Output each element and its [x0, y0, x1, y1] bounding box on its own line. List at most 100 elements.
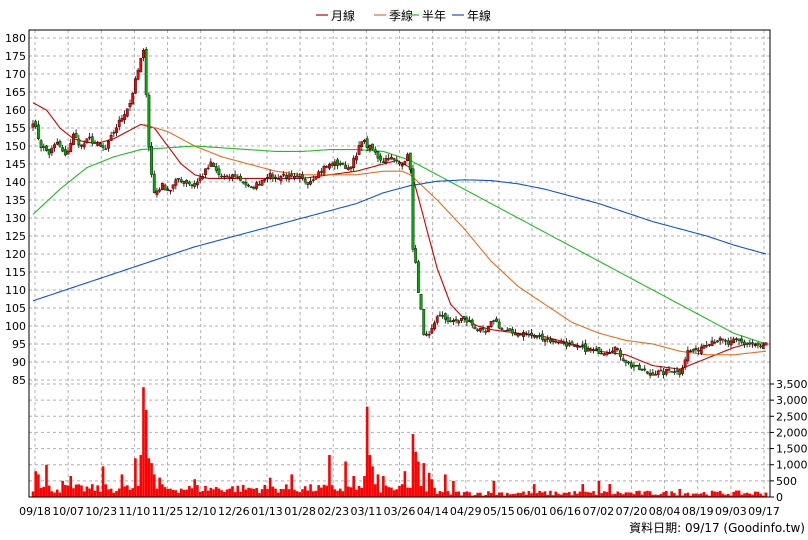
volume-bar [58, 492, 62, 497]
volume-bar [559, 494, 563, 497]
candle-body [222, 175, 226, 178]
candle [166, 186, 170, 192]
candle [608, 348, 612, 355]
candle-body [675, 370, 679, 372]
volume-bar [290, 474, 294, 497]
candle-body [651, 372, 655, 376]
volume-bar [732, 491, 735, 497]
price-tick-label: 130 [5, 212, 26, 225]
candle-body [610, 350, 614, 353]
volume-bar [643, 491, 647, 497]
volume-bar [751, 494, 754, 497]
candle-body [201, 176, 205, 179]
candle-body [441, 315, 445, 317]
candle-body [268, 172, 272, 178]
volume-bar [616, 491, 620, 497]
candle-body [621, 358, 625, 361]
moving-average-line [143, 123, 767, 356]
candle-body [632, 364, 636, 368]
candle-body [697, 349, 701, 352]
candle-body [287, 174, 291, 180]
volume-bar [360, 487, 364, 497]
candle [683, 356, 687, 370]
volume-bar [188, 485, 191, 497]
candle [573, 344, 577, 348]
volume-bar [608, 484, 611, 497]
volume-bar [34, 471, 37, 497]
candle [155, 187, 159, 198]
candle [392, 157, 396, 163]
volume-bar [611, 494, 614, 497]
candle-body [627, 361, 630, 364]
candle [662, 367, 665, 379]
candle [306, 182, 310, 189]
volume-bar [530, 493, 533, 497]
volume-bar [594, 494, 598, 497]
candle [241, 181, 245, 185]
candle [139, 58, 143, 73]
volume-bar [99, 491, 102, 497]
candle [470, 318, 474, 329]
candle-body [239, 175, 242, 181]
price-tick-label: 165 [5, 86, 26, 99]
candle-body [527, 333, 531, 336]
candle-body [503, 330, 506, 332]
candle [174, 177, 178, 190]
candle-body [58, 141, 62, 147]
candle-body [314, 177, 318, 180]
candle [549, 336, 552, 344]
candle [379, 153, 383, 164]
volume-bar [565, 492, 568, 497]
volume-bar [621, 494, 625, 497]
candle-body [691, 349, 695, 352]
volume-bar [635, 491, 638, 497]
volume-bar [538, 490, 541, 497]
volume-bar [444, 474, 447, 497]
candle-body [554, 341, 558, 343]
volume-bar [629, 492, 633, 497]
candle-body [142, 50, 145, 58]
volume-bar [101, 466, 105, 497]
volume-bar [403, 471, 407, 497]
volume-bar [363, 476, 366, 497]
volume-bar [163, 487, 167, 497]
volume-bar [721, 493, 725, 497]
volume-bar [505, 492, 509, 497]
candle [47, 148, 51, 159]
candle [530, 329, 533, 339]
volume-bar [144, 409, 148, 497]
candle [85, 138, 89, 145]
candle [575, 342, 579, 351]
candle-body [96, 143, 100, 146]
candle [686, 346, 690, 365]
volume-bar [392, 490, 396, 497]
volume-bar [449, 494, 453, 497]
candle [142, 48, 145, 62]
candle [368, 144, 372, 153]
candle [710, 336, 714, 347]
volume-bar [317, 485, 320, 497]
volume-bar [452, 480, 455, 497]
volume-bar [161, 484, 164, 497]
date-tick-label: 01/28 [284, 505, 316, 518]
candle [72, 132, 75, 145]
candle-body [559, 340, 563, 344]
candle-body [605, 353, 609, 355]
volume-bar [605, 492, 609, 497]
candle [524, 330, 528, 337]
candle-body [63, 149, 67, 156]
candle [476, 328, 480, 333]
candle [516, 332, 520, 338]
candle-body [705, 345, 709, 347]
candle [664, 368, 668, 377]
volume-bar [320, 487, 323, 497]
volume-bar [311, 491, 315, 497]
candle-body [460, 317, 463, 321]
candle [419, 293, 423, 310]
candle [381, 157, 385, 163]
candle [179, 176, 183, 184]
volume-bar [551, 495, 555, 497]
volume-bar [174, 490, 178, 497]
candle-body [411, 168, 415, 250]
candle [605, 350, 609, 357]
